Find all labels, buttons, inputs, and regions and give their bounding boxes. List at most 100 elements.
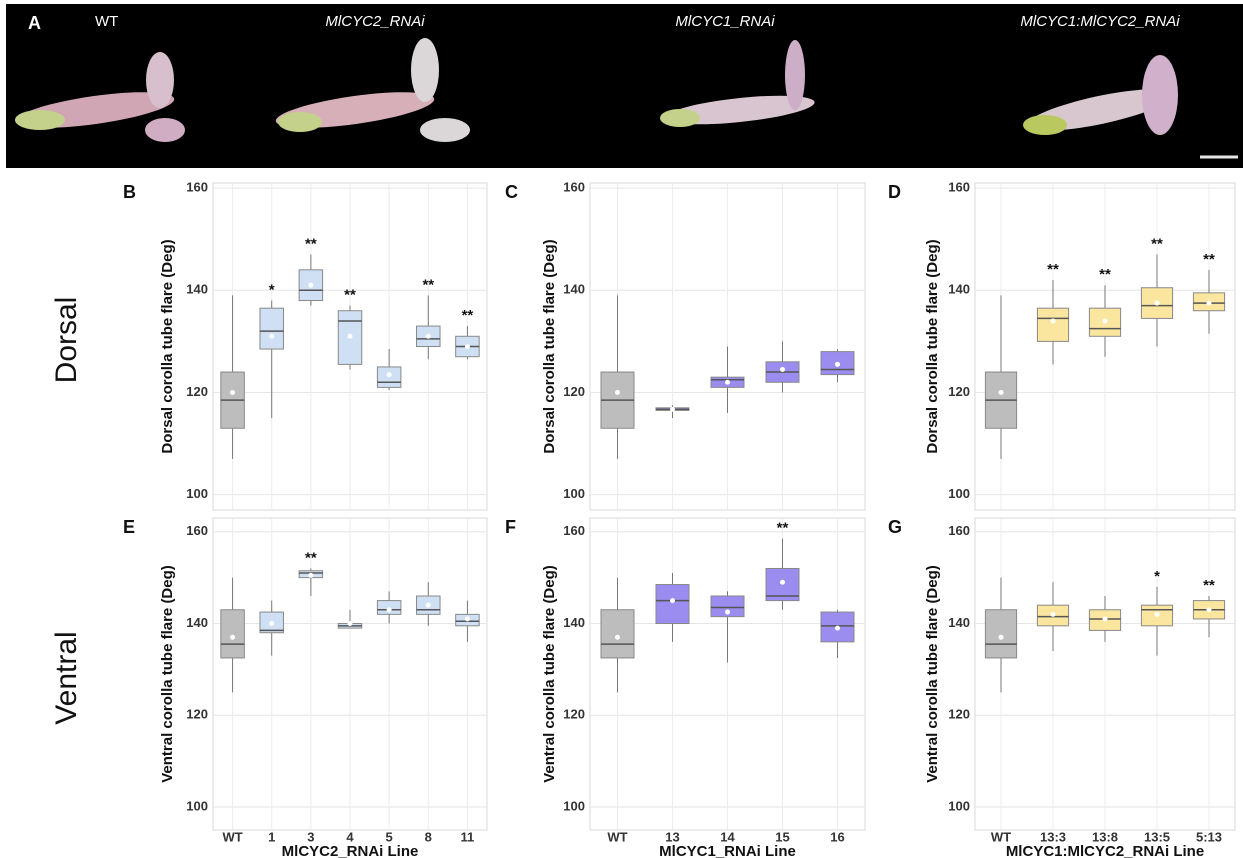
photo-strip [6,4,1243,168]
panel-label: A [28,13,41,33]
y-tick-label: 100 [563,798,585,813]
mean [464,344,470,349]
y-tick-label: 100 [948,486,970,501]
flower-drawings [15,38,1238,159]
box [1036,307,1070,342]
mean [1102,318,1108,324]
box [376,366,402,388]
x-tick-label: 1 [268,829,275,844]
mean [425,602,431,608]
mean [230,389,236,395]
mean [835,625,840,631]
significance: ** [305,549,317,566]
photo-caption: MlCYC1_RNAi [675,13,775,30]
panel-label: F [505,517,516,537]
y-tick-label: 140 [563,615,585,630]
significance: * [1154,568,1160,585]
y-tick-label: 120 [948,384,970,399]
mean [347,621,353,627]
y-tick-label: 100 [948,798,970,813]
x-tick-label: 16 [830,829,844,844]
mean [1154,611,1160,617]
y-tick-label: 120 [186,384,208,399]
y-axis-label: Ventral corolla tube flare (Deg) [159,565,176,783]
y-tick-label: 120 [563,707,585,722]
y-tick-label: 100 [186,486,208,501]
mean [425,333,431,339]
mean [615,634,620,640]
mean [308,572,314,578]
y-axis-label: Ventral corolla tube flare (Deg) [541,565,558,783]
x-tick-label: 8 [425,829,432,844]
panel-label: G [888,517,902,537]
mean [670,598,675,604]
x-axis-label: MlCYC2_RNAi Line [282,843,419,858]
mean [464,616,470,622]
mean [386,607,392,613]
mean [670,406,675,412]
significance: ** [422,276,434,293]
significance: ** [1203,251,1215,268]
y-tick-label: 140 [948,282,970,297]
box [984,609,1018,659]
photo-caption: WT [95,13,118,30]
mean [269,333,275,339]
box [220,609,245,659]
panel-label: D [888,182,901,202]
x-tick-label: WT [991,829,1011,844]
y-tick-label: 160 [563,180,585,195]
y-axis-label: Ventral corolla tube flare (Deg) [924,565,941,783]
x-tick-label: 13:3 [1040,829,1066,844]
panel-label: C [505,182,518,202]
y-tick-label: 160 [186,523,208,538]
significance: ** [1047,261,1059,278]
panel-label: E [123,517,135,537]
mean [725,379,730,385]
x-tick-label: 13 [665,829,679,844]
y-tick-label: 120 [186,707,208,722]
y-tick-label: 120 [948,707,970,722]
x-tick-label: 4 [346,829,354,844]
y-tick-label: 140 [948,615,970,630]
y-tick-label: 100 [186,798,208,813]
y-tick-label: 160 [948,523,970,538]
mean [308,282,314,288]
mean [615,389,620,395]
y-tick-label: 140 [563,282,585,297]
mean [780,366,785,372]
photo-caption: MlCYC2_RNAi [325,13,425,30]
box [655,584,690,625]
significance: ** [1151,236,1163,253]
y-tick-label: 140 [186,282,208,297]
box [259,307,284,350]
x-tick-label: WT [222,829,242,844]
mean [230,634,236,640]
significance: ** [1099,266,1111,283]
x-tick-label: 11 [461,829,475,844]
row-label: Ventral [50,631,83,724]
y-axis-label: Dorsal corolla tube flare (Deg) [159,239,176,453]
mean [1050,318,1056,324]
mean [1206,300,1212,306]
y-tick-label: 160 [948,180,970,195]
mean [725,609,730,615]
y-tick-label: 140 [186,615,208,630]
x-tick-label: 3 [307,829,314,844]
mean [998,634,1004,640]
mean [998,389,1004,395]
x-axis-label: MlCYC1_RNAi Line [659,843,796,858]
panel-label: B [123,182,136,202]
y-tick-label: 160 [563,523,585,538]
box [600,609,635,659]
mean [835,361,840,367]
mean [1102,616,1108,622]
mean [1154,300,1160,306]
mean [269,621,275,627]
significance: ** [344,287,356,304]
box [710,595,745,618]
significance: ** [1203,577,1215,594]
mean [347,333,353,339]
x-tick-label: 5 [386,829,393,844]
x-tick-label: 13:5 [1144,829,1170,844]
